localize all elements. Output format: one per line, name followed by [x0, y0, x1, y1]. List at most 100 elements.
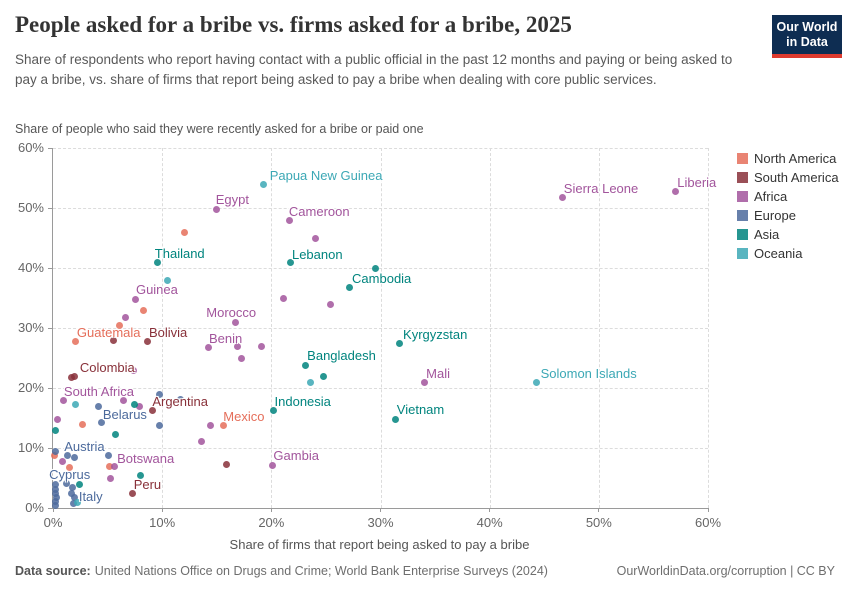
data-point[interactable]	[109, 337, 117, 345]
data-point[interactable]	[116, 321, 124, 329]
data-point-bolivia[interactable]	[144, 338, 152, 346]
data-point[interactable]	[52, 493, 60, 501]
data-point[interactable]	[51, 485, 59, 493]
data-point[interactable]	[50, 451, 58, 459]
country-label: Morocco	[206, 304, 257, 320]
data-point[interactable]	[107, 475, 115, 483]
data-point[interactable]	[120, 397, 128, 405]
data-point-benin[interactable]	[204, 343, 212, 351]
data-point[interactable]	[130, 366, 138, 374]
data-point-italy[interactable]	[71, 493, 79, 501]
data-point-guatemala[interactable]	[72, 338, 80, 346]
data-point-mexico[interactable]	[219, 422, 227, 430]
data-point-peru[interactable]	[129, 489, 137, 497]
data-point-cyprus[interactable]	[62, 479, 70, 487]
legend-item-africa[interactable]: Africa	[737, 187, 839, 206]
data-point[interactable]	[238, 355, 246, 363]
data-point[interactable]	[180, 229, 188, 237]
data-point-liberia[interactable]	[671, 188, 679, 196]
y-tick-label: 20%	[17, 380, 44, 395]
data-point[interactable]	[131, 401, 139, 409]
data-point-bangladesh[interactable]	[301, 361, 309, 369]
plot-area: 0% 10% 20% 30% 40% 50% 60% 0% 10% 20% 30% 40% 50% 60%…	[18, 141, 721, 531]
data-point-guinea[interactable]	[132, 295, 140, 303]
data-point-cambodia[interactable]	[371, 264, 379, 272]
data-point-botswana[interactable]	[110, 463, 118, 471]
data-point[interactable]	[51, 448, 59, 456]
owid-logo[interactable]: Our World in Data	[772, 15, 842, 58]
data-point[interactable]	[71, 454, 79, 462]
data-point[interactable]	[206, 422, 214, 430]
data-point-belarus[interactable]	[95, 402, 103, 410]
data-point[interactable]	[223, 460, 231, 468]
y-axis-title: Share of people who said they were recen…	[15, 122, 424, 136]
data-point-solomon-islands[interactable]	[533, 378, 541, 386]
legend-swatch	[737, 191, 748, 202]
data-point[interactable]	[59, 458, 67, 466]
data-point[interactable]	[140, 307, 148, 315]
data-point-indonesia[interactable]	[270, 407, 278, 415]
data-point[interactable]	[65, 464, 73, 472]
data-point-kyrgyzstan[interactable]	[395, 339, 403, 347]
data-point[interactable]	[320, 373, 328, 381]
data-point[interactable]	[51, 501, 59, 509]
data-point-argentina[interactable]	[148, 407, 156, 415]
data-point[interactable]	[51, 489, 59, 497]
data-point-south-africa[interactable]	[60, 397, 68, 405]
data-point[interactable]	[311, 235, 319, 243]
data-point[interactable]	[136, 471, 144, 479]
data-point-thailand[interactable]	[154, 258, 162, 266]
data-point-austria[interactable]	[63, 452, 71, 460]
data-point[interactable]	[51, 497, 59, 505]
legend-item-europe[interactable]: Europe	[737, 206, 839, 225]
data-point[interactable]	[68, 373, 76, 381]
country-label: Bangladesh	[307, 348, 376, 364]
data-point[interactable]	[97, 419, 105, 427]
legend-item-asia[interactable]: Asia	[737, 225, 839, 244]
data-point[interactable]	[279, 294, 287, 302]
data-point[interactable]	[346, 283, 354, 291]
license-link[interactable]: OurWorldinData.org/corruption | CC BY	[616, 564, 835, 578]
data-point[interactable]	[72, 401, 80, 409]
data-point[interactable]	[326, 300, 334, 308]
data-point[interactable]	[121, 313, 129, 321]
legend-item-north-america[interactable]: North America	[737, 149, 839, 168]
x-tick-mark	[707, 508, 709, 512]
data-point[interactable]	[68, 489, 76, 497]
legend-item-south-america[interactable]: South America	[737, 168, 839, 187]
data-point[interactable]	[135, 402, 143, 410]
country-label: Gambia	[273, 448, 319, 464]
country-label: Botswana	[117, 450, 175, 466]
country-label: Thailand	[154, 246, 205, 261]
data-point[interactable]	[75, 480, 83, 488]
data-point[interactable]	[105, 451, 113, 459]
data-point[interactable]	[233, 343, 241, 351]
data-point[interactable]	[78, 421, 86, 429]
data-point-cameroon[interactable]	[286, 217, 294, 225]
data-point-sierra-leone[interactable]	[559, 194, 567, 202]
data-point-mali[interactable]	[420, 378, 428, 386]
data-point[interactable]	[156, 421, 164, 429]
data-point-morocco[interactable]	[231, 319, 239, 327]
data-point[interactable]	[69, 484, 77, 492]
legend-item-oceania[interactable]: Oceania	[737, 244, 839, 263]
data-point-papua-new-guinea[interactable]	[260, 180, 268, 188]
data-point[interactable]	[51, 480, 59, 488]
data-point-egypt[interactable]	[213, 205, 221, 213]
data-point[interactable]	[53, 415, 61, 423]
data-point[interactable]	[51, 427, 59, 435]
y-tick-label: 0%	[25, 500, 44, 515]
data-point[interactable]	[156, 390, 164, 398]
data-point[interactable]	[197, 437, 205, 445]
data-point[interactable]	[111, 430, 119, 438]
data-point[interactable]	[177, 395, 185, 403]
data-point[interactable]	[73, 498, 81, 506]
data-point-lebanon[interactable]	[287, 259, 295, 267]
data-point-vietnam[interactable]	[392, 415, 400, 423]
data-point[interactable]	[258, 342, 265, 350]
data-point[interactable]	[164, 276, 172, 284]
data-point[interactable]	[106, 462, 114, 470]
data-point-gambia[interactable]	[268, 461, 276, 469]
data-point[interactable]	[307, 378, 315, 386]
y-tick-label: 50%	[17, 200, 44, 215]
